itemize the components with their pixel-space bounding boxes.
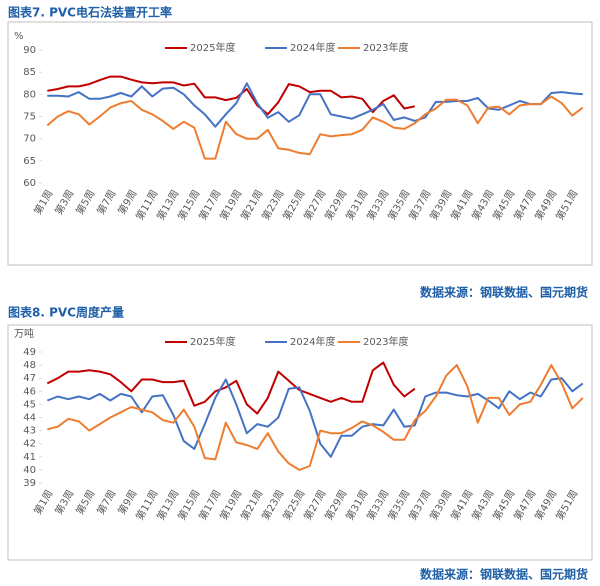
y-tick-label: 90 — [23, 45, 36, 56]
source-note: 数据来源：钢联数据、国元期货 — [420, 285, 588, 300]
x-tick-label: 第3周 — [52, 488, 76, 517]
y-tick-label: 43 — [23, 426, 36, 437]
y-tick-label: 49 — [23, 347, 36, 358]
y-tick-label: 45 — [23, 399, 36, 410]
y-tick-label: 80 — [23, 89, 36, 100]
y-axis-label: 万吨 — [14, 327, 34, 340]
source-note: 数据来源：钢联数据、国元期货 — [420, 567, 588, 582]
x-tick-label: 第7周 — [94, 488, 118, 517]
x-tick-label: 第1周 — [31, 488, 55, 517]
y-tick-label: 65 — [23, 156, 36, 167]
series-line — [47, 82, 583, 128]
y-tick-label: 41 — [23, 452, 36, 463]
chart-frame — [7, 324, 593, 561]
x-tick-label: 第1周 — [31, 188, 55, 217]
x-tick-label: 第9周 — [115, 488, 139, 517]
y-tick-label: 47 — [23, 373, 36, 384]
x-tick-label: 第5周 — [73, 188, 97, 217]
x-tick-label: 第3周 — [52, 188, 76, 217]
legend-label: 2023年度 — [363, 335, 408, 348]
x-tick-label: 第5周 — [73, 488, 97, 517]
series-line — [47, 364, 584, 471]
chart-frame — [7, 21, 593, 266]
legend-label: 2024年度 — [290, 41, 335, 54]
y-tick-label: 44 — [23, 413, 36, 424]
y-tick-label: 70 — [23, 134, 36, 145]
y-tick-label: 48 — [23, 360, 36, 371]
y-axis-label: % — [14, 31, 24, 42]
chart-title: 图表8. PVC周度产量 — [8, 305, 124, 320]
y-tick-label: 60 — [23, 178, 36, 189]
y-tick-label: 40 — [23, 465, 36, 476]
legend-label: 2023年度 — [363, 41, 408, 54]
y-tick-label: 39 — [23, 478, 36, 489]
x-tick-label: 第7周 — [94, 188, 118, 217]
y-tick-label: 42 — [23, 439, 36, 450]
series-line — [46, 377, 584, 458]
y-tick-label: 46 — [23, 386, 36, 397]
legend-label: 2025年度 — [190, 335, 235, 348]
series-line — [46, 361, 416, 415]
series-line — [47, 75, 416, 116]
legend-label: 2025年度 — [190, 41, 235, 54]
y-tick-label: 75 — [23, 112, 36, 123]
y-tick-label: 85 — [23, 67, 36, 78]
chart-title: 图表7. PVC电石法装置开工率 — [8, 5, 172, 20]
series-line — [46, 95, 584, 160]
legend-label: 2024年度 — [290, 335, 335, 348]
x-tick-label: 第9周 — [115, 188, 139, 217]
